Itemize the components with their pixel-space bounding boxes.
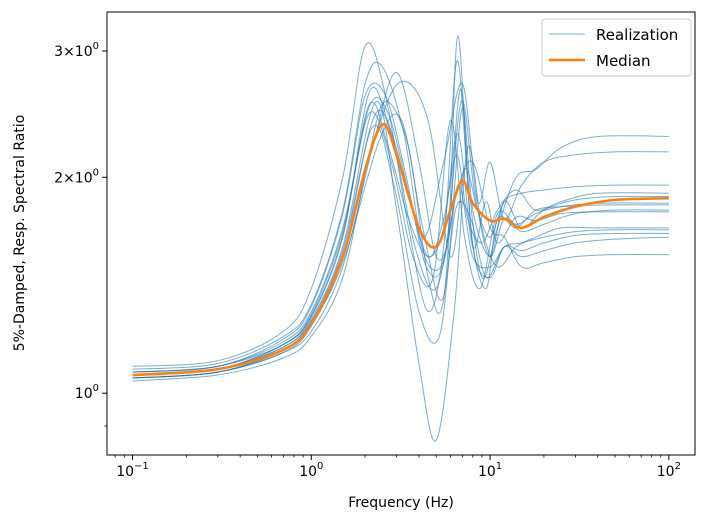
realization-line-5 (132, 89, 669, 382)
y-tick-label: 100 (75, 383, 99, 402)
plot-frame (106, 11, 696, 456)
y-tick-label: 2×100 (54, 167, 99, 186)
x-tick-label: 102 (657, 461, 681, 480)
median-line (132, 122, 669, 377)
y-tick-label: 3×100 (54, 41, 99, 60)
legend: Realization Median (541, 18, 692, 77)
x-axis-label: Frequency (Hz) (348, 495, 454, 511)
realization-line-6 (132, 109, 669, 379)
realization-line-7 (132, 61, 669, 370)
legend-box (541, 18, 692, 77)
realization-line-12 (132, 82, 669, 373)
x-tick-label: 10−1 (116, 461, 149, 480)
legend-label-median: Median (596, 52, 651, 70)
legend-label-realization: Realization (596, 26, 678, 44)
x-tick-label: 101 (478, 461, 502, 480)
x-tick-label: 100 (299, 461, 323, 480)
realization-line-2 (132, 42, 669, 367)
series-layer (132, 35, 669, 442)
y-axis-label: 5%-Damped, Resp. Spectral Ratio (12, 115, 28, 352)
ticks-layer: 10−1 100 101 102 100 2×100 3×100 (54, 41, 681, 480)
realization-line-4 (132, 101, 669, 442)
